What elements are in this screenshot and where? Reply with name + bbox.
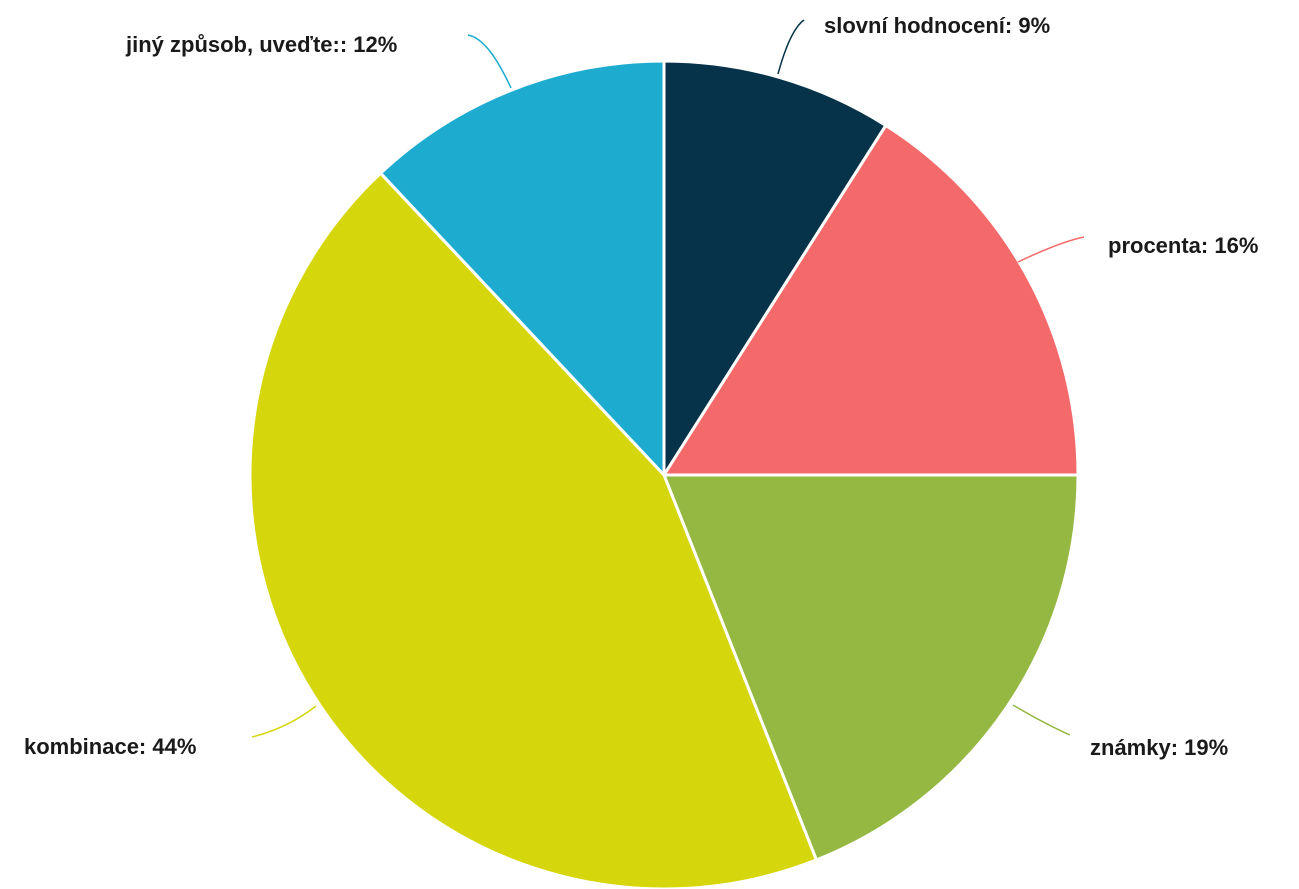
leader-line-kombinace [251, 705, 317, 738]
slice-label-jiny-zpusob-uvedte: jiný způsob, uveďte:: 12% [125, 32, 397, 57]
leader-line-znamky [1012, 704, 1071, 736]
slice-label-procenta: procenta: 16% [1108, 233, 1258, 258]
leader-line-jiny-zpusob-uvedte [467, 34, 512, 89]
pie-slices [248, 59, 1080, 889]
pie-slice-slovni-hodnoceni [662, 59, 888, 477]
slice-label-znamky: známky: 19% [1090, 735, 1228, 760]
leader-lines [251, 19, 1085, 738]
leader-line-slovni-hodnoceni [777, 19, 805, 75]
pie-slice-znamky [662, 473, 1080, 862]
leader-line-procenta [1017, 236, 1085, 263]
pie-slice-jiny-zpusob-uvedte [379, 59, 666, 477]
slice-labels: slovní hodnocení: 9% procenta: 16% známky:… [24, 13, 1258, 760]
pie-slice-procenta [662, 123, 1080, 477]
slice-label-kombinace: kombinace: 44% [24, 734, 196, 759]
slice-label-slovni-hodnoceni: slovní hodnocení: 9% [824, 13, 1050, 38]
